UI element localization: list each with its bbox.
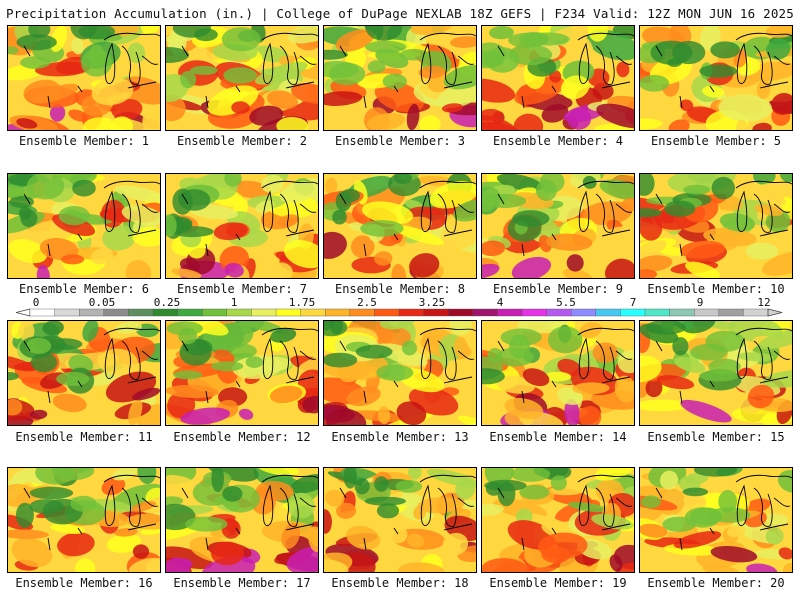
ensemble-member-label: Ensemble Member: 4 [492,134,624,148]
ensemble-member-label: Ensemble Member: 16 [15,576,153,590]
legend-color-swatch [275,308,302,317]
legend-color-swatch [571,308,597,317]
ensemble-member-label: Ensemble Member: 15 [647,430,785,444]
legend-color-swatch [620,308,646,317]
legend-left-arrow [16,308,31,317]
ensemble-member-map [7,173,161,279]
ensemble-member-map [165,467,319,573]
legend-color-swatch [29,308,56,317]
legend-color-swatch [546,308,572,317]
ensemble-member-label: Ensemble Member: 6 [18,282,150,296]
legend-color-swatch [128,308,154,317]
legend-color-swatch [448,308,474,317]
legend-color-swatch [201,308,228,317]
legend-color-swatch [349,308,375,317]
legend-color-swatch [226,308,253,317]
ensemble-member-label: Ensemble Member: 19 [489,576,627,590]
legend-color-swatch [644,308,671,317]
ensemble-member-map [323,25,477,131]
legend-tick-label: 1.75 [289,297,316,309]
ensemble-member-map [481,25,635,131]
legend-right-arrow [767,308,783,317]
legend-tick-label: 4 [497,297,504,309]
legend-color-swatch [694,308,720,317]
legend-color-swatch [251,308,277,317]
legend-color-swatch [497,308,523,317]
ensemble-member-label: Ensemble Member: 18 [331,576,469,590]
legend-color-swatch [472,308,498,317]
legend-color-swatch [718,308,744,317]
ensemble-member-map [7,320,161,426]
model-run-info: 18Z GEFS | F234 Valid: 12Z MON JUN 16 20… [469,6,794,21]
legend-color-swatch [743,308,769,317]
ensemble-member-map [165,173,319,279]
ensemble-member-map [323,320,477,426]
legend-color-swatch [521,308,548,317]
ensemble-member-label: Ensemble Member: 10 [647,282,785,296]
legend-color-swatch [177,308,203,317]
ensemble-member-label: Ensemble Member: 14 [489,430,627,444]
ensemble-member-map [639,320,793,426]
ensemble-member-map [7,25,161,131]
ensemble-member-label: Ensemble Member: 12 [173,430,311,444]
ensemble-member-label: Ensemble Member: 2 [176,134,308,148]
ensemble-member-map [639,25,793,131]
legend-color-swatch [595,308,621,317]
ensemble-member-label: Ensemble Member: 9 [492,282,624,296]
legend-tick-label: 7 [630,297,637,309]
ensemble-member-map [165,320,319,426]
legend-tick-label: 0.05 [89,297,116,309]
ensemble-member-map [323,467,477,573]
legend-tick-label: 0.25 [154,297,181,309]
ensemble-member-label: Ensemble Member: 13 [331,430,469,444]
legend-color-swatch [374,308,400,317]
legend-color-swatch [398,308,425,317]
legend-color-swatch [103,308,130,317]
ensemble-member-label: Ensemble Member: 1 [18,134,150,148]
legend-tick-label: 9 [697,297,704,309]
ensemble-member-map [481,467,635,573]
legend-color-swatch [79,308,105,317]
legend-color-swatch [152,308,179,317]
ensemble-member-map [323,173,477,279]
ensemble-member-label: Ensemble Member: 17 [173,576,311,590]
ensemble-member-label: Ensemble Member: 5 [650,134,782,148]
ensemble-member-label: Ensemble Member: 7 [176,282,308,296]
legend-tick-label: 5.5 [556,297,576,309]
legend-color-swatch [423,308,449,317]
ensemble-member-map [639,467,793,573]
ensemble-member-label: Ensemble Member: 20 [647,576,785,590]
legend-color-swatch [325,308,351,317]
ensemble-member-label: Ensemble Member: 11 [15,430,153,444]
legend-color-swatch [669,308,695,317]
legend-tick-label: 1 [231,297,238,309]
map-title: Precipitation Accumulation (in.) | Colle… [6,6,462,21]
legend-color-swatch [54,308,80,317]
legend-tick-label: 2.5 [357,297,377,309]
ensemble-member-map [639,173,793,279]
legend-tick-label: 12 [757,297,770,309]
legend-tick-label: 3.25 [419,297,446,309]
ensemble-member-map [7,467,161,573]
precip-color-legend: 0 0.05 0.25 1 1.75 2.5 3.25 4 5.5 7 9 12 [16,297,783,317]
ensemble-member-map [481,173,635,279]
ensemble-member-map [481,320,635,426]
ensemble-member-label: Ensemble Member: 8 [334,282,466,296]
legend-tick-label: 0 [33,297,40,309]
ensemble-member-map [165,25,319,131]
ensemble-member-label: Ensemble Member: 3 [334,134,466,148]
legend-color-swatch [300,308,326,317]
